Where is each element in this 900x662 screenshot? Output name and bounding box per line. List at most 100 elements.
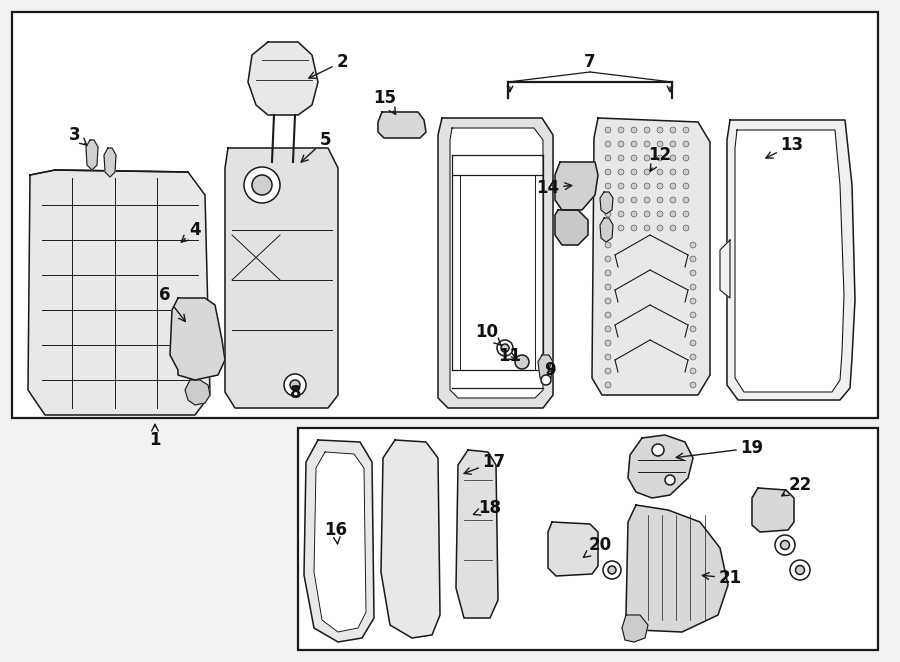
Circle shape: [780, 540, 789, 549]
Text: 19: 19: [676, 439, 763, 460]
Circle shape: [683, 169, 689, 175]
Text: 18: 18: [473, 499, 501, 517]
Circle shape: [690, 312, 696, 318]
Circle shape: [670, 197, 676, 203]
Circle shape: [690, 340, 696, 346]
Circle shape: [665, 475, 675, 485]
Circle shape: [644, 169, 650, 175]
Circle shape: [690, 270, 696, 276]
Circle shape: [690, 284, 696, 290]
Circle shape: [631, 169, 637, 175]
Text: 8: 8: [291, 384, 302, 402]
Circle shape: [605, 382, 611, 388]
Circle shape: [631, 155, 637, 161]
Circle shape: [631, 141, 637, 147]
Circle shape: [541, 375, 551, 385]
Circle shape: [605, 197, 611, 203]
Circle shape: [618, 141, 624, 147]
Polygon shape: [170, 298, 225, 380]
Polygon shape: [735, 130, 844, 392]
Circle shape: [605, 169, 611, 175]
Circle shape: [631, 225, 637, 231]
Circle shape: [652, 444, 664, 456]
Circle shape: [670, 225, 676, 231]
Circle shape: [690, 368, 696, 374]
Circle shape: [605, 312, 611, 318]
Circle shape: [605, 155, 611, 161]
Circle shape: [657, 211, 663, 217]
Polygon shape: [381, 440, 440, 638]
Polygon shape: [456, 450, 498, 618]
Circle shape: [644, 155, 650, 161]
Text: 12: 12: [648, 146, 671, 171]
Circle shape: [644, 225, 650, 231]
Text: 4: 4: [181, 221, 201, 242]
Circle shape: [244, 167, 280, 203]
Text: 5: 5: [302, 131, 331, 162]
Circle shape: [775, 535, 795, 555]
Circle shape: [657, 197, 663, 203]
Circle shape: [284, 374, 306, 396]
Circle shape: [605, 256, 611, 262]
Circle shape: [603, 561, 621, 579]
Circle shape: [605, 270, 611, 276]
Circle shape: [690, 242, 696, 248]
Circle shape: [796, 565, 805, 575]
Text: 7: 7: [584, 53, 596, 71]
Polygon shape: [548, 522, 598, 576]
Polygon shape: [304, 440, 374, 642]
Circle shape: [605, 368, 611, 374]
Circle shape: [618, 183, 624, 189]
Circle shape: [683, 183, 689, 189]
Circle shape: [252, 175, 272, 195]
Circle shape: [690, 382, 696, 388]
Polygon shape: [538, 355, 553, 382]
Polygon shape: [438, 118, 553, 408]
Circle shape: [497, 340, 513, 356]
Circle shape: [618, 127, 624, 133]
Circle shape: [618, 211, 624, 217]
Text: 17: 17: [464, 453, 506, 474]
Circle shape: [644, 141, 650, 147]
Text: 21: 21: [702, 569, 742, 587]
Circle shape: [657, 225, 663, 231]
Circle shape: [670, 141, 676, 147]
Circle shape: [618, 197, 624, 203]
Circle shape: [605, 183, 611, 189]
Circle shape: [605, 284, 611, 290]
Text: 20: 20: [583, 536, 612, 557]
Circle shape: [644, 197, 650, 203]
Circle shape: [670, 211, 676, 217]
Circle shape: [657, 183, 663, 189]
Polygon shape: [600, 218, 613, 242]
Circle shape: [605, 211, 611, 217]
Circle shape: [657, 155, 663, 161]
Circle shape: [605, 298, 611, 304]
Polygon shape: [555, 162, 598, 210]
Text: 2: 2: [309, 53, 347, 78]
Polygon shape: [752, 488, 794, 532]
Circle shape: [683, 225, 689, 231]
Circle shape: [605, 127, 611, 133]
Circle shape: [790, 560, 810, 580]
Circle shape: [631, 183, 637, 189]
Circle shape: [605, 326, 611, 332]
Circle shape: [605, 242, 611, 248]
Circle shape: [690, 298, 696, 304]
Polygon shape: [225, 148, 338, 408]
Circle shape: [631, 127, 637, 133]
Circle shape: [605, 141, 611, 147]
Circle shape: [290, 380, 300, 390]
Polygon shape: [720, 240, 730, 298]
Polygon shape: [248, 42, 318, 115]
Text: 1: 1: [149, 424, 161, 449]
Polygon shape: [592, 118, 710, 395]
Bar: [298, 428, 878, 650]
Text: 9: 9: [544, 361, 556, 379]
Circle shape: [644, 127, 650, 133]
Text: 14: 14: [536, 179, 572, 197]
Circle shape: [618, 225, 624, 231]
Circle shape: [618, 169, 624, 175]
Polygon shape: [626, 505, 728, 632]
Circle shape: [683, 141, 689, 147]
